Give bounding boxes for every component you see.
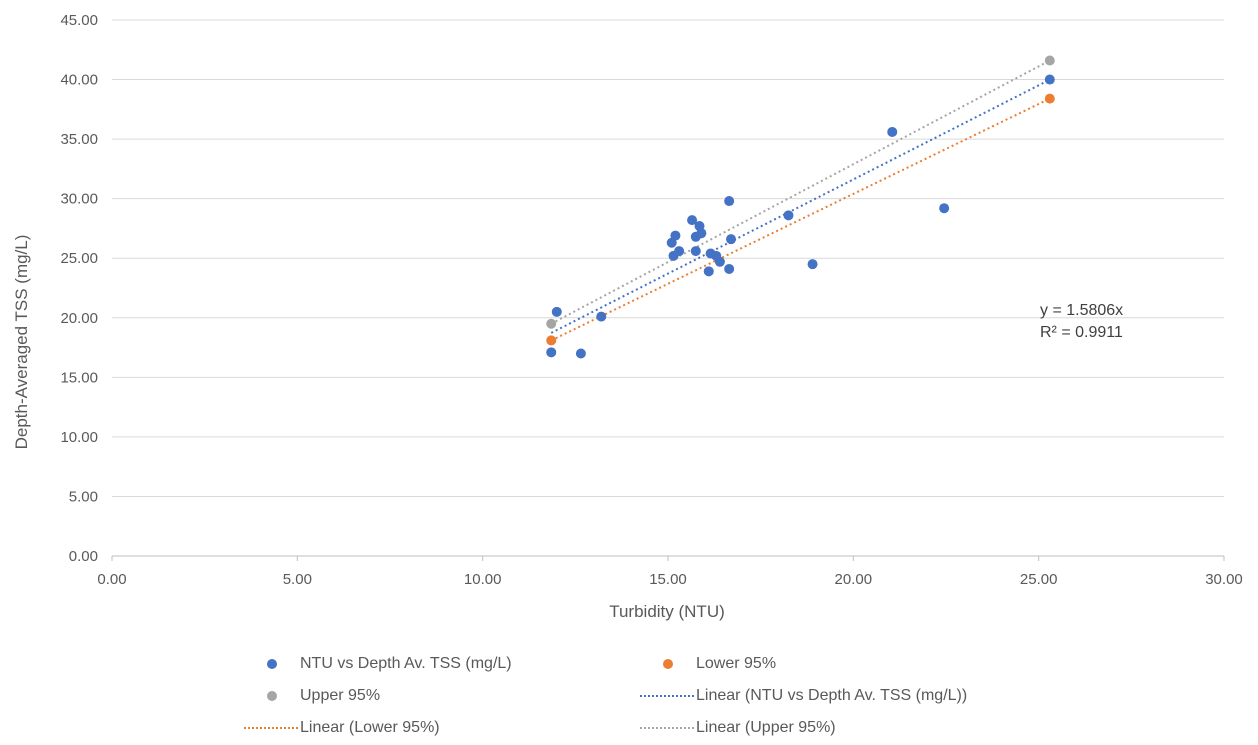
data-point [575,348,586,359]
y-tick-label: 25.00 [60,250,98,267]
data-points [546,55,1055,359]
data-point [546,318,557,329]
data-point [690,246,701,257]
data-point [696,228,707,239]
legend-label-linear-upper: Linear (Upper 95%) [696,719,836,736]
data-point [714,256,725,267]
gridlines [111,19,1225,561]
r-squared-value: R² = 0.9911 [1040,324,1123,341]
data-point [724,196,735,207]
legend-item-linear-lower: Linear (Lower 95%) [244,718,440,738]
legend-label-upper-95: Upper 95% [300,687,381,704]
x-tick-label: 25.00 [1020,571,1058,588]
legend-line-linear-upper [640,718,696,738]
legend-item-ntu-vs-tss: NTU vs Depth Av. TSS (mg/L) [244,654,512,674]
trendline-5 [550,59,1051,325]
legend-dot-ntu-vs-tss [244,654,300,674]
legend-line-linear-lower [244,718,300,738]
y-tick-label: 30.00 [60,191,98,208]
legend-label-linear-lower: Linear (Lower 95%) [300,719,440,736]
y-tick-label: 5.00 [69,488,98,505]
data-point [726,234,737,245]
x-tick-label: 20.00 [835,571,873,588]
data-point [724,263,735,274]
legend-dot-upper-95 [244,686,300,706]
legend-label-linear-ntu: Linear (NTU vs Depth Av. TSS (mg/L)) [696,687,968,704]
x-tick-label: 10.00 [464,571,502,588]
data-point [939,203,950,214]
trendline-4 [550,97,1051,342]
y-tick-label: 15.00 [60,369,98,386]
data-point [783,210,794,221]
y-tick-label: 35.00 [60,131,98,148]
x-axis-title: Turbidity (NTU) [609,602,725,621]
chart-legend: NTU vs Depth Av. TSS (mg/L) Lower 95% Up… [0,648,1258,745]
data-point [687,215,698,226]
legend-dot-lower-95 [640,654,696,674]
y-tick-label: 40.00 [60,72,98,89]
y-tick-label: 45.00 [60,12,98,29]
y-axis-title: Depth-Averaged TSS (mg/L) [12,235,31,450]
legend-label-lower-95: Lower 95% [696,655,777,672]
data-point [546,335,557,346]
data-point [596,311,607,322]
data-point [1044,93,1055,104]
legend-line-linear-ntu [640,686,696,706]
scatter-chart: 0.00 5.00 10.00 15.00 20.00 25.00 30.00 35.00 40… [12,12,1243,621]
y-axis-ticks: 0.00 5.00 10.00 15.00 20.00 25.00 30.00 35.00 40… [60,12,98,565]
data-point [670,230,681,241]
trendline-equation: y = 1.5806x [1040,302,1123,319]
legend-item-lower-95: Lower 95% [640,654,776,674]
y-tick-label: 10.00 [60,429,98,446]
x-tick-label: 15.00 [649,571,687,588]
data-point [703,266,714,277]
legend-item-upper-95: Upper 95% [244,686,380,706]
x-axis-ticks: 0.00 5.00 10.00 15.00 20.00 25.00 30.00 [97,571,1242,588]
data-point [1044,55,1055,66]
y-tick-label: 20.00 [60,310,98,327]
trendlines [550,59,1051,342]
trendline-3 [550,78,1051,334]
y-tick-label: 0.00 [69,548,98,565]
legend-item-linear-upper: Linear (Upper 95%) [640,718,836,738]
x-tick-label: 5.00 [283,571,312,588]
data-point [807,259,818,270]
data-point [546,347,557,358]
x-tick-label: 30.00 [1205,571,1243,588]
legend-item-linear-ntu: Linear (NTU vs Depth Av. TSS (mg/L)) [640,686,967,706]
data-point [674,246,685,257]
data-point [551,306,562,317]
data-point [887,126,898,137]
data-point [1044,74,1055,85]
legend-label-ntu-vs-tss: NTU vs Depth Av. TSS (mg/L) [300,655,512,672]
x-tick-label: 0.00 [97,571,126,588]
